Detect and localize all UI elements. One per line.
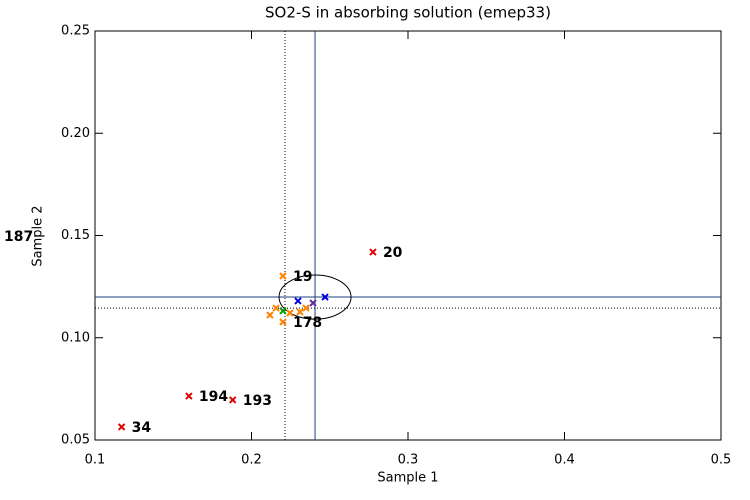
data-point: [296, 308, 304, 316]
y-tick-label: 0.15: [61, 228, 90, 243]
data-point: [272, 304, 280, 312]
x-axis-label: Sample 1: [377, 471, 438, 486]
y-tick-label: 0.20: [61, 126, 90, 141]
y-tick-label: 0.25: [61, 24, 90, 39]
point-label: 194: [199, 389, 228, 405]
data-point: [279, 307, 287, 315]
data-point: [286, 309, 294, 317]
data-point: [229, 396, 237, 404]
point-label: 20: [383, 245, 403, 261]
data-point: [185, 392, 193, 400]
point-label: 34: [132, 420, 152, 436]
y-tick-label: 0.10: [61, 330, 90, 345]
data-point: [309, 299, 317, 307]
data-point: [369, 248, 377, 256]
data-point: [117, 423, 126, 431]
data-point: [279, 272, 287, 280]
data-point: [279, 318, 287, 326]
point-label: 193: [243, 393, 272, 409]
plot-area: [95, 31, 721, 440]
point-label: 178: [293, 315, 322, 331]
y-tick-label: 0.05: [61, 433, 90, 448]
x-tick-label: 0.4: [554, 453, 575, 468]
point-label: 19: [293, 269, 312, 285]
x-tick-label: 0.3: [398, 453, 419, 468]
confidence-ellipse: [278, 274, 352, 320]
chart-title: SO2-S in absorbing solution (emep33): [265, 4, 551, 22]
data-point: [294, 297, 302, 305]
data-point: [266, 311, 274, 319]
x-tick-label: 0.2: [241, 453, 262, 468]
data-point: [321, 293, 329, 301]
x-tick-label: 0.5: [711, 453, 732, 468]
x-tick-label: 0.1: [85, 453, 106, 468]
point-label: 187: [4, 229, 33, 245]
y-axis-label: Sample 2: [31, 205, 46, 266]
data-point: [302, 304, 310, 312]
